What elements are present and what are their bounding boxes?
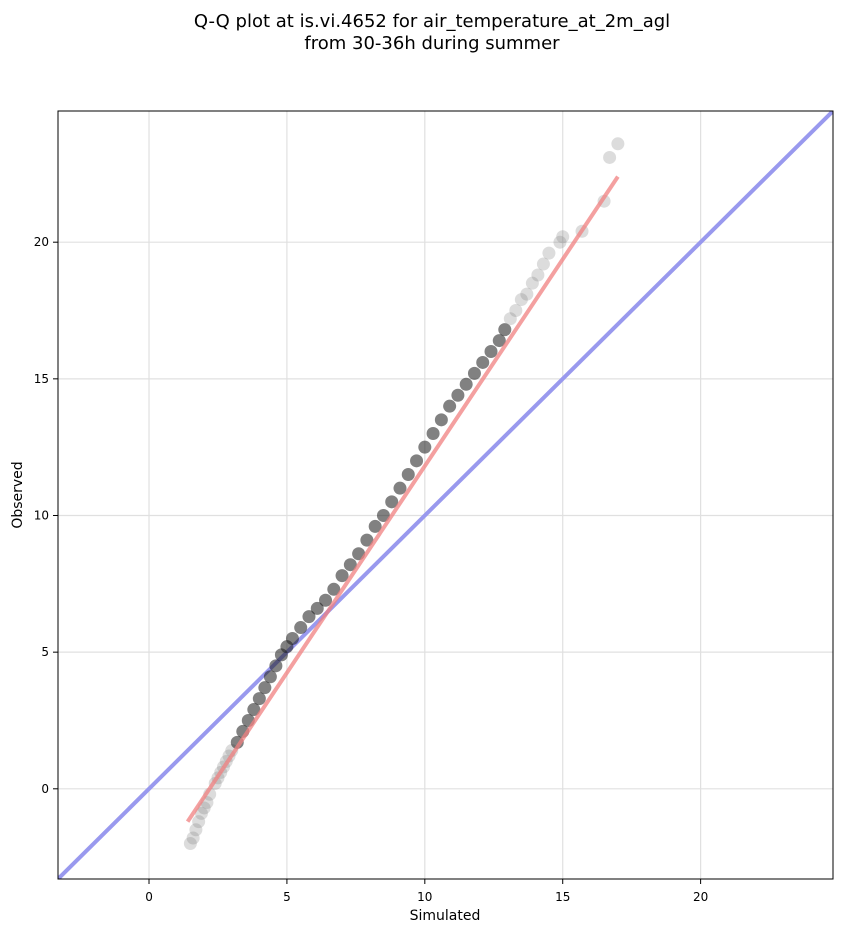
quantile-point [467, 366, 481, 380]
quantile-point [503, 312, 517, 326]
y-tick-label: 0 [41, 782, 49, 796]
x-tick-label: 20 [693, 890, 708, 904]
y-tick-label: 15 [34, 372, 49, 386]
quantile-point [434, 413, 448, 427]
chart-title-line1: Q-Q plot at is.vi.4652 for air_temperatu… [194, 11, 670, 32]
quantile-point [376, 508, 390, 522]
x-axis-label: Simulated [410, 908, 481, 924]
x-tick-label: 15 [555, 890, 570, 904]
quantile-point [509, 304, 523, 318]
quantile-point [343, 558, 357, 572]
y-axis-label: Observed [10, 461, 26, 528]
quantile-point [525, 276, 539, 290]
identity-line [58, 111, 833, 879]
y-tick-label: 5 [41, 645, 49, 659]
quantile-point [263, 670, 277, 684]
quantile-point [294, 621, 308, 635]
quantile-point [484, 345, 498, 359]
quantile-point [553, 235, 567, 249]
quantile-point [514, 293, 528, 307]
quantile-point [302, 610, 316, 624]
quantile-point [319, 593, 333, 607]
y-tick-label: 10 [34, 508, 49, 522]
quantile-point [603, 150, 617, 164]
identity-line-layer [58, 111, 833, 879]
x-tick-label: 5 [283, 890, 291, 904]
quantile-point [189, 823, 203, 837]
quantile-point [258, 681, 272, 695]
quantile-point [492, 334, 506, 348]
x-tick-label: 0 [145, 890, 153, 904]
quantile-point [269, 659, 283, 673]
quantile-point [310, 601, 324, 615]
quantile-point [459, 377, 473, 391]
quantile-point [183, 836, 197, 850]
quantile-point [556, 230, 570, 244]
quantile-point [192, 815, 206, 829]
quantile-point [327, 582, 341, 596]
quantile-point [426, 427, 440, 441]
quantile-points [183, 137, 625, 850]
quantile-point [247, 703, 261, 717]
fit-line [185, 175, 620, 823]
quantile-point [335, 569, 349, 583]
quantile-point [443, 399, 457, 413]
quantile-point [410, 454, 424, 468]
fit-line-layer [185, 175, 620, 823]
x-axis-ticks: 0 5 10 15 20 [145, 879, 708, 904]
quantile-point [520, 287, 534, 301]
quantile-point [476, 355, 490, 369]
y-axis-ticks: 0 5 10 15 20 [34, 235, 58, 796]
quantile-point [368, 519, 382, 533]
quantile-point [252, 692, 266, 706]
x-tick-label: 10 [417, 890, 432, 904]
quantile-point [393, 481, 407, 495]
quantile-point [385, 495, 399, 509]
quantile-point [186, 831, 200, 845]
quantile-point [451, 388, 465, 402]
chart-title-line2: from 30-36h during summer [304, 33, 560, 54]
quantile-point [531, 268, 545, 282]
grid-lines [58, 111, 833, 879]
quantile-point [418, 440, 432, 454]
quantile-point [360, 533, 374, 547]
quantile-point [542, 246, 556, 260]
quantile-point [285, 631, 299, 645]
quantile-point [498, 323, 512, 337]
plot-area-frame [57, 110, 834, 880]
y-tick-label: 20 [34, 235, 49, 249]
quantile-point [536, 257, 550, 271]
quantile-point [611, 137, 625, 151]
quantile-point [401, 468, 415, 482]
quantile-point [194, 806, 208, 820]
